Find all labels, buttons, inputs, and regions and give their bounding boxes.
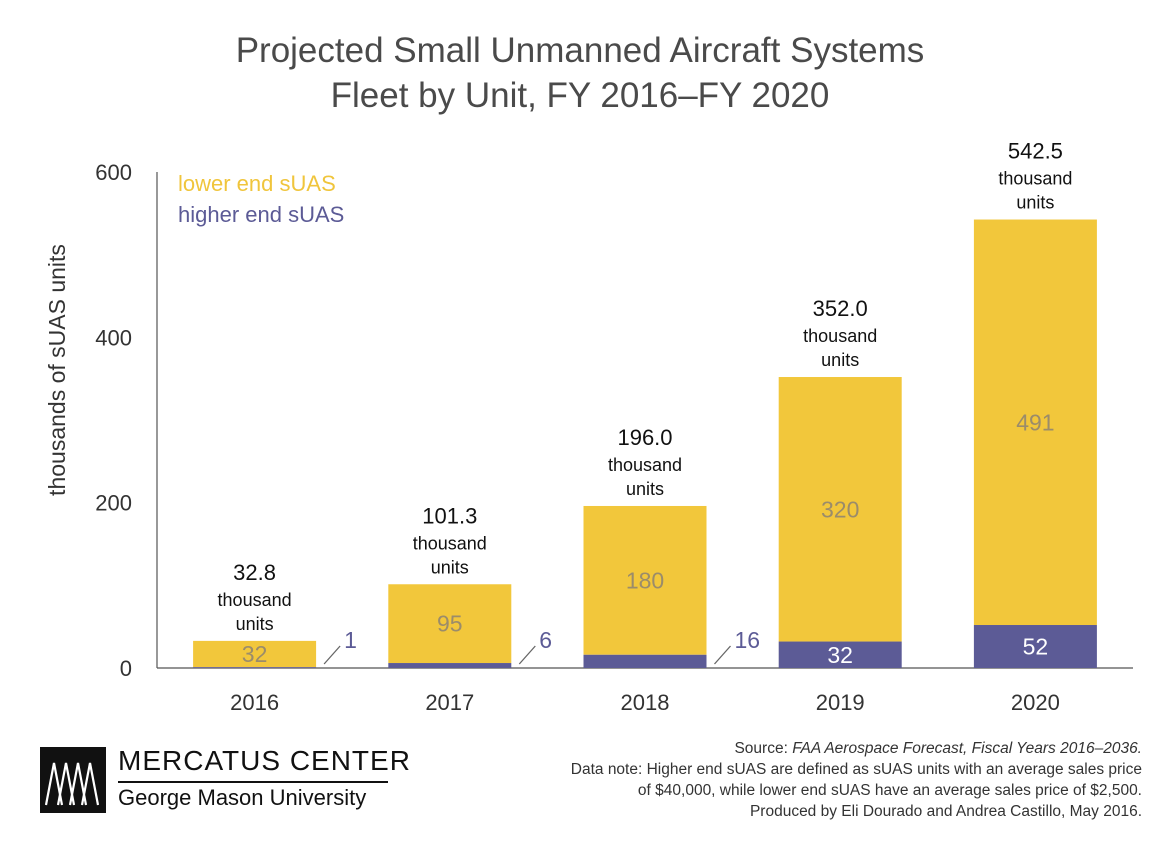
bar-higher-end [388,663,512,668]
data-label-lower-end: 320 [821,496,859,522]
data-label-higher-end: 6 [539,627,552,653]
legend-item-higher-end: higher end sUAS [178,202,344,227]
y-tick-label: 600 [95,160,132,185]
bar-total-label: 352.0 [813,296,868,321]
bar-total-unit-line-2: units [1016,193,1054,213]
y-tick-label: 400 [95,325,132,350]
bar-total-unit-line-2: units [626,479,664,499]
bar-higher-end [973,625,1097,668]
bar-total-unit-line-1: thousand [413,533,487,553]
y-axis-label: thousands of sUAS units [44,244,70,496]
credit-line: Produced by Eli Dourado and Andrea Casti… [749,803,1142,820]
chart-title-line-1: Projected Small Unmanned Aircraft System… [235,31,925,70]
bar-lower-end [778,377,902,642]
x-tick-label: 2020 [1011,690,1060,715]
bar-total-unit-line-2: units [821,350,859,370]
bar-total-unit-line-1: thousand [608,455,682,475]
bar-series [193,219,1097,668]
stacked-bar-chart: 0 200 400 600 2016 2017 2018 2019 2020 thousands … [44,139,1133,715]
y-tick-label: 200 [95,491,132,516]
bar-labels: 32 1 32.8 thousand units 95 6 101.3 thousand unit… [218,139,1073,668]
data-label-higher-end: 32 [827,642,853,668]
source-title: FAA Aerospace Forecast, Fiscal Years 201… [792,740,1142,757]
data-label-lower-end: 180 [626,567,664,593]
bar-higher-end [583,654,707,668]
bar-total-label: 101.3 [422,503,477,528]
source-line: Source: FAA Aerospace Forecast, Fiscal Y… [571,738,1142,759]
data-label-lower-end: 32 [242,641,268,667]
data-label-lower-end: 95 [437,611,463,637]
bar-total-label: 542.5 [1008,139,1063,164]
bar-total-unit-line-1: thousand [998,169,1072,189]
source-prefix: Source: [734,740,793,757]
x-tick-label: 2018 [621,690,670,715]
data-label-higher-end: 1 [344,627,357,653]
data-note-line-2: of $40,000, while lower end sUAS have an… [637,782,1142,799]
bar-higher-end [193,667,317,668]
bar-higher-end [778,641,902,668]
data-label-lower-end: 491 [1016,409,1054,435]
mercatus-emblem-icon [40,747,106,813]
bar-lower-end [583,505,707,655]
chart-legend: lower end sUAS higher end sUAS [178,171,344,227]
data-label-higher-end: 52 [1023,634,1049,660]
callout-line [518,645,536,665]
bar-total-label: 32.8 [233,560,276,585]
logo-subtitle: George Mason University [118,785,367,810]
mercatus-logo: MERCATUS CENTER George Mason University [40,745,410,815]
x-tick-label: 2016 [230,690,279,715]
bar-lower-end [388,584,512,664]
bar-total-unit-line-2: units [431,557,469,577]
bar-total-unit-line-1: thousand [218,590,292,610]
x-tick-label: 2019 [816,690,865,715]
data-note-line-1: Data note: Higher end sUAS are defined a… [570,761,1142,778]
logo-divider [118,781,388,783]
bar-total-label: 196.0 [617,425,672,450]
callout-line [714,645,731,665]
chart-axes: 0 200 400 600 2016 2017 2018 2019 2020 thousands … [44,160,1133,715]
chart-title: Projected Small Unmanned Aircraft System… [0,28,1160,118]
chart-title-line-2: Fleet by Unit, FY 2016–FY 2020 [330,76,830,115]
chart-footnote: Source: FAA Aerospace Forecast, Fiscal Y… [571,738,1142,822]
logo-name: MERCATUS CENTER [118,745,411,776]
legend-item-lower-end: lower end sUAS [178,171,336,196]
callout-line [323,645,341,665]
x-tick-label: 2017 [425,690,474,715]
y-tick-label: 0 [120,656,132,681]
bar-total-unit-line-2: units [236,614,274,634]
data-label-higher-end: 16 [735,627,761,653]
bar-lower-end [973,219,1097,626]
bar-total-unit-line-1: thousand [803,326,877,346]
bar-lower-end [193,640,317,668]
